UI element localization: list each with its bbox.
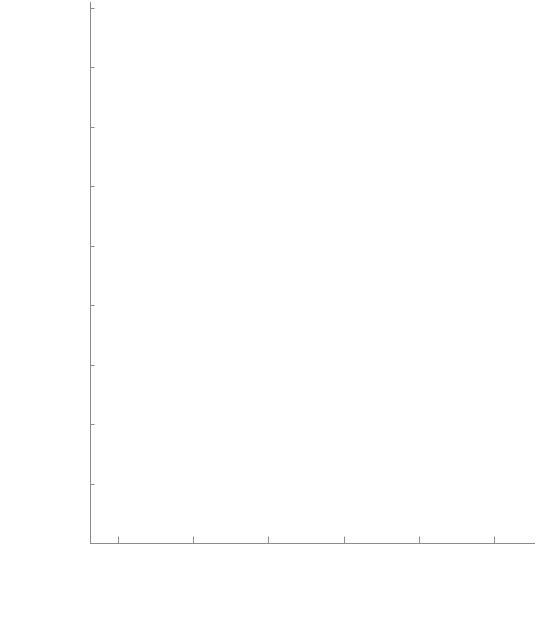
axes — [90, 2, 535, 544]
y-ticks — [90, 8, 95, 485]
x-ticks — [118, 536, 495, 544]
